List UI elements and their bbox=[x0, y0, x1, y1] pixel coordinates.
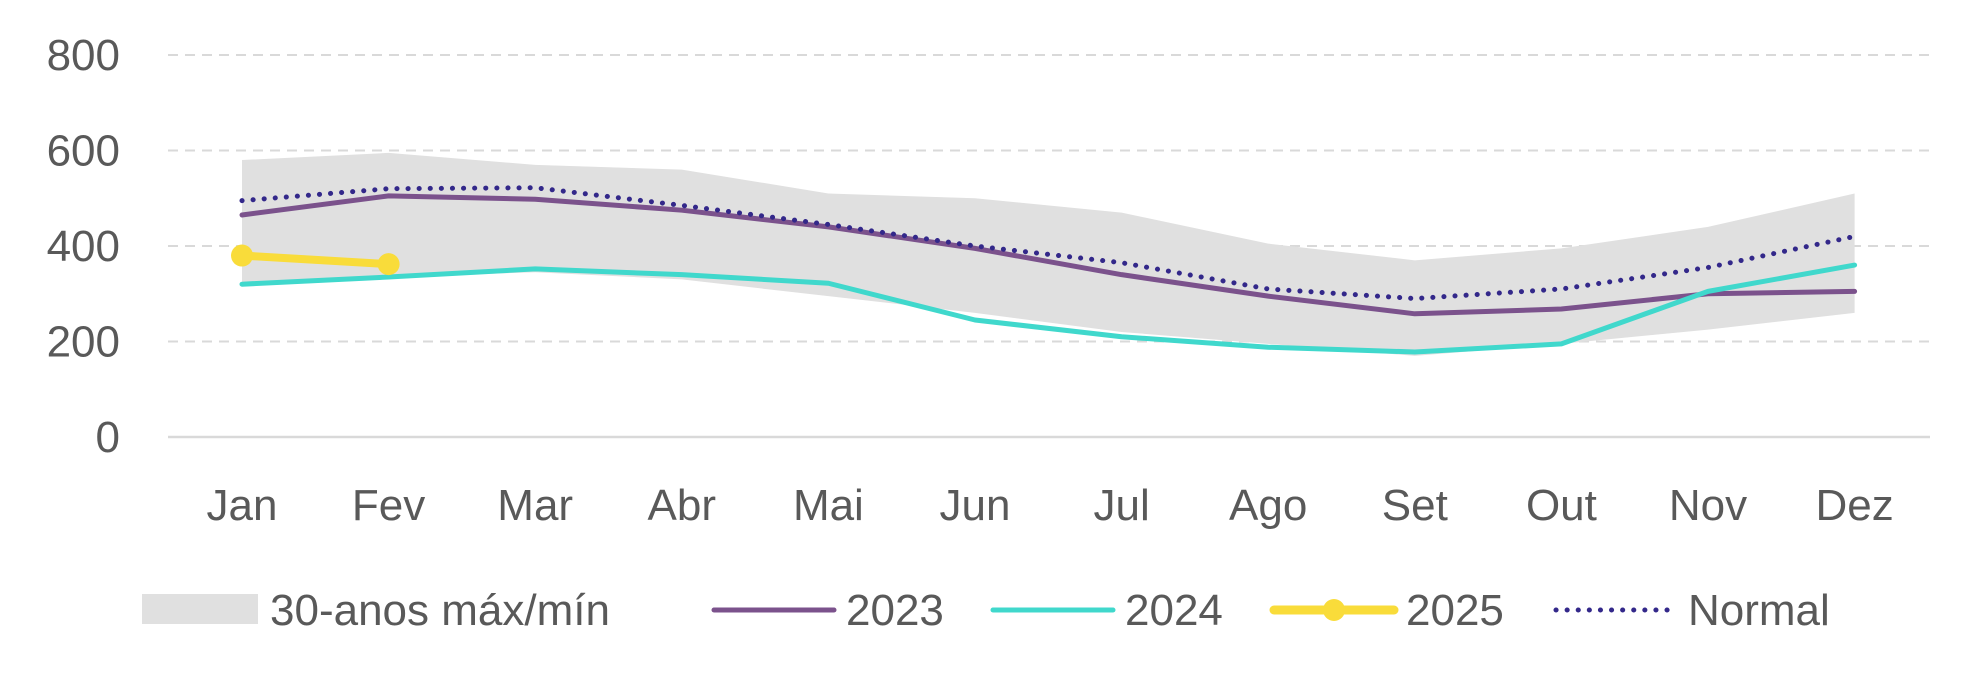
legend-label-2025: 2025 bbox=[1406, 586, 1504, 635]
y-tick-label: 600 bbox=[47, 127, 120, 176]
x-tick-label: Jun bbox=[940, 481, 1011, 530]
series-line-2025 bbox=[238, 251, 393, 269]
legend-label-2023: 2023 bbox=[846, 586, 944, 635]
x-tick-label: Mai bbox=[793, 481, 864, 530]
legend-label-2024: 2024 bbox=[1125, 586, 1223, 635]
x-tick-label: Nov bbox=[1669, 481, 1747, 530]
x-tick-label: Fev bbox=[352, 481, 425, 530]
y-tick-label: 0 bbox=[96, 413, 120, 462]
y-tick-label: 400 bbox=[47, 222, 120, 271]
series-line-2023 bbox=[239, 193, 1858, 317]
x-tick-label: Set bbox=[1382, 481, 1448, 530]
x-tick-label: Dez bbox=[1815, 481, 1893, 530]
legend-marker-2025 bbox=[1323, 599, 1345, 621]
data-point-2025 bbox=[377, 253, 400, 276]
x-tick-label: Ago bbox=[1229, 481, 1307, 530]
x-tick-labels: Jan Fev Mar Abr Mai Jun Jul Ago Set Out Nov Dez bbox=[207, 481, 1894, 530]
series-line-normal bbox=[239, 185, 1858, 302]
series-layer bbox=[231, 185, 1858, 355]
x-tick-label: Out bbox=[1526, 481, 1597, 530]
x-tick-label: Abr bbox=[648, 481, 716, 530]
data-point-2025 bbox=[231, 244, 253, 267]
y-tick-label: 200 bbox=[47, 318, 120, 367]
x-tick-label: Mar bbox=[497, 481, 573, 530]
legend-label-normal: Normal bbox=[1688, 586, 1830, 635]
x-tick-label: Jan bbox=[207, 481, 278, 530]
x-tick-label: Jul bbox=[1093, 481, 1149, 530]
legend: 30-anos máx/mín 2023 2024 2025 Normal bbox=[142, 586, 1830, 635]
y-tick-label: 800 bbox=[47, 31, 120, 80]
legend-swatch-band bbox=[142, 594, 258, 624]
legend-label-band: 30-anos máx/mín bbox=[270, 586, 610, 635]
series-line-2024 bbox=[239, 262, 1858, 355]
y-tick-labels: 0 200 400 600 800 bbox=[47, 31, 120, 462]
